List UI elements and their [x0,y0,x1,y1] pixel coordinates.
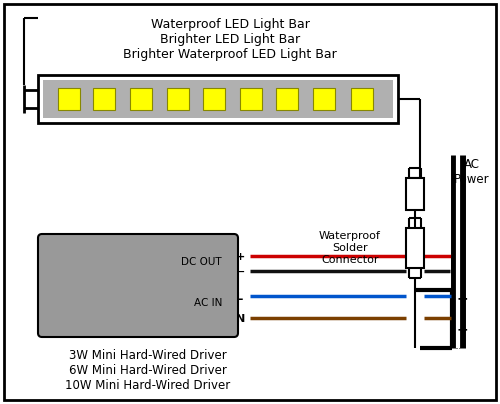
Bar [130,88,152,110]
Text: Brighter Waterproof LED Light Bar: Brighter Waterproof LED Light Bar [123,48,337,61]
Bar [43,80,393,118]
Text: L: L [236,292,243,302]
Text: DC OUT: DC OUT [182,257,222,267]
Bar [406,178,424,210]
Text: 3W Mini Hard-Wired Driver: 3W Mini Hard-Wired Driver [69,349,227,362]
Text: AC
Power: AC Power [454,158,490,186]
Bar [38,75,398,123]
Text: Waterproof
Solder
Connector: Waterproof Solder Connector [319,231,381,265]
Bar [203,88,225,110]
Bar [406,228,424,268]
Text: Brighter LED Light Bar: Brighter LED Light Bar [160,33,300,46]
Text: +: + [457,292,468,306]
Text: 10W Mini Hard-Wired Driver: 10W Mini Hard-Wired Driver [66,379,230,392]
Bar [167,88,189,110]
Bar [58,88,80,110]
Text: AC IN: AC IN [194,298,222,308]
FancyBboxPatch shape [38,234,238,337]
Bar [351,88,373,110]
Bar [93,88,115,110]
Text: +: + [236,252,245,262]
Text: Waterproof LED Light Bar: Waterproof LED Light Bar [150,18,310,31]
Bar [313,88,335,110]
Text: −: − [457,322,468,336]
Bar [240,88,262,110]
Text: −: − [236,267,246,277]
Bar [276,88,298,110]
Text: 6W Mini Hard-Wired Driver: 6W Mini Hard-Wired Driver [69,364,227,377]
Text: N: N [236,314,245,324]
